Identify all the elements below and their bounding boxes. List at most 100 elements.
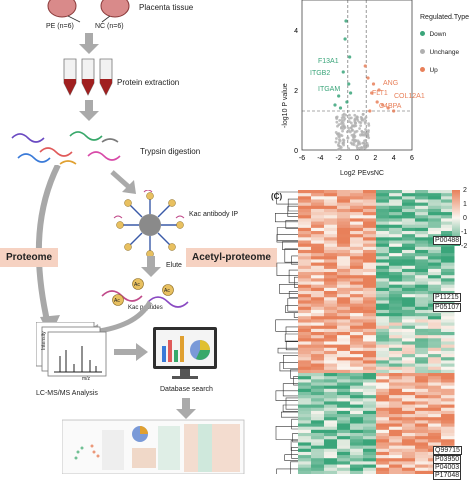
heatmap-cell <box>350 335 364 339</box>
heatmap-cell <box>298 467 312 472</box>
heatmap-cell <box>311 300 325 305</box>
heatmap-cell <box>389 379 403 383</box>
heatmap-cell <box>298 382 312 387</box>
heatmap-cell <box>389 363 403 368</box>
heatmap-cell <box>441 350 455 355</box>
heatmap-cell <box>402 354 416 358</box>
heatmap-cell <box>389 199 403 204</box>
heatmap-cell <box>324 410 338 415</box>
heatmap-cell <box>389 451 403 456</box>
heatmap-cell <box>428 436 442 440</box>
heatmap-cell <box>389 319 403 324</box>
heatmap-cell <box>337 306 351 311</box>
heatmap-cell <box>311 423 325 428</box>
heatmap-cell <box>402 360 416 365</box>
heatmap-cell <box>337 265 351 270</box>
heatmap-cell <box>415 272 429 276</box>
heatmap-cell <box>428 231 442 235</box>
heatmap-cell <box>428 208 442 213</box>
heatmap-cell <box>298 322 312 327</box>
heatmap-cell <box>389 388 403 393</box>
heatmap-cell <box>298 420 312 425</box>
heatmap-cell <box>363 265 377 270</box>
heatmap-cell <box>363 303 377 308</box>
heatmap-cell <box>324 338 338 342</box>
heatmap-cell <box>324 395 338 399</box>
heatmap-cell <box>311 322 325 327</box>
proteome-label: Proteome <box>0 248 59 267</box>
heatmap-cell <box>428 410 442 415</box>
heatmap-cell <box>415 275 429 279</box>
heatmap-cell <box>376 243 390 248</box>
heatmap-cell <box>376 332 390 336</box>
heatmap-cell <box>350 275 364 279</box>
heatmap-cell <box>337 205 351 210</box>
heatmap-cell <box>389 369 403 374</box>
heatmap-cell <box>376 262 390 267</box>
heatmap-cell <box>376 231 390 235</box>
heatmap-cell <box>389 414 403 418</box>
heatmap-cell <box>441 439 455 443</box>
heatmap-cell <box>441 423 455 428</box>
heatmap-cell <box>441 272 455 276</box>
heatmap-cell <box>389 401 403 406</box>
heatmap-cell <box>402 338 416 342</box>
heatmap-cell <box>324 426 338 431</box>
heatmap-cell <box>402 221 416 226</box>
heatmap-cell <box>389 193 403 197</box>
heatmap-cell <box>441 395 455 399</box>
heatmap-cell <box>376 240 390 245</box>
heatmap-cell <box>363 448 377 453</box>
heatmap-cell <box>311 407 325 412</box>
heatmap-cell <box>324 193 338 197</box>
protein-label: P17048 <box>433 471 462 480</box>
heatmap-cell <box>389 275 403 279</box>
heatmap-cell <box>363 347 377 352</box>
heatmap-cell <box>389 246 403 251</box>
volcano-point-background <box>337 138 341 141</box>
heatmap-cell <box>415 297 429 301</box>
heatmap-cell <box>441 432 455 437</box>
heatmap-cell <box>311 212 325 216</box>
heatmap-cell <box>350 423 364 428</box>
heatmap-cell <box>402 398 416 402</box>
gene-label-up: FLT1 <box>372 90 388 97</box>
heatmap-cell <box>298 246 312 251</box>
volcano-point-background <box>364 132 368 136</box>
heatmap-cell <box>350 455 364 459</box>
heatmap-cell <box>402 237 416 241</box>
heatmap-cell <box>428 259 442 264</box>
mz-label: m/z <box>82 376 91 382</box>
heatmap-cell <box>311 284 325 289</box>
volcano-point-down <box>333 103 337 107</box>
heatmap-cell <box>415 309 429 314</box>
x-tick-label: 6 <box>410 155 414 162</box>
heatmap-cell <box>415 313 429 317</box>
heatmap-cell <box>337 287 351 292</box>
heatmap-cell <box>298 231 312 235</box>
heatmap-cell <box>415 328 429 333</box>
heatmap-cell <box>415 401 429 406</box>
heatmap-cell <box>415 208 429 213</box>
heatmap-cell <box>389 240 403 245</box>
heatmap-cell <box>350 265 364 270</box>
heatmap-cell <box>324 369 338 374</box>
heatmap-cell <box>415 461 429 466</box>
heatmap-cell <box>376 448 390 453</box>
heatmap-cell <box>402 451 416 456</box>
heatmap-cell <box>324 262 338 267</box>
heatmap-cell <box>324 240 338 245</box>
heatmap-cell <box>298 429 312 434</box>
volcano-point-background <box>365 141 369 145</box>
heatmap-cell <box>376 391 390 396</box>
volcano-point-background <box>361 113 365 116</box>
heatmap-cell <box>376 215 390 219</box>
heatmap-cell <box>298 190 312 194</box>
heatmap-cell <box>441 379 455 383</box>
heatmap-cell <box>363 432 377 437</box>
heatmap-cell <box>298 464 312 469</box>
heatmap-cell <box>389 341 403 346</box>
heatmap-cell <box>324 218 338 223</box>
heatmap-cell <box>311 414 325 418</box>
heatmap-cell <box>415 303 429 308</box>
